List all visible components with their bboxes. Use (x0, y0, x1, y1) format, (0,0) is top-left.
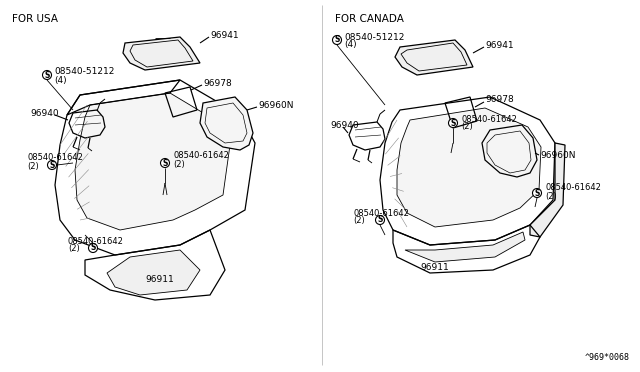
Text: (4): (4) (54, 76, 67, 84)
Text: 96911: 96911 (145, 276, 173, 285)
Text: S: S (378, 215, 383, 224)
Circle shape (449, 119, 458, 128)
Text: 08540-51212: 08540-51212 (54, 67, 115, 77)
Text: 96960N: 96960N (540, 151, 575, 160)
Text: FOR CANADA: FOR CANADA (335, 14, 404, 24)
Polygon shape (123, 37, 200, 70)
Text: (2): (2) (461, 122, 473, 131)
Polygon shape (405, 232, 525, 262)
Circle shape (42, 71, 51, 80)
Text: S: S (90, 244, 96, 253)
Text: 96978: 96978 (485, 96, 514, 105)
Circle shape (376, 215, 385, 224)
Text: 08540-51212: 08540-51212 (344, 32, 404, 42)
Text: (2): (2) (68, 244, 80, 253)
Polygon shape (482, 125, 537, 177)
Polygon shape (107, 250, 200, 295)
Text: S: S (534, 189, 540, 198)
Text: 08540-61642: 08540-61642 (173, 151, 229, 160)
Polygon shape (200, 97, 253, 150)
Text: 96941: 96941 (485, 41, 514, 49)
Text: (2): (2) (353, 217, 365, 225)
Polygon shape (395, 40, 473, 75)
Text: ^969*0068: ^969*0068 (585, 353, 630, 362)
Text: 96940: 96940 (30, 109, 59, 118)
Polygon shape (397, 108, 541, 227)
Text: 96960N: 96960N (258, 100, 294, 109)
Text: 96941: 96941 (210, 31, 239, 39)
Circle shape (333, 35, 342, 45)
Circle shape (532, 189, 541, 198)
Text: (2): (2) (173, 160, 185, 169)
Text: S: S (334, 35, 340, 45)
Text: 08540-61642: 08540-61642 (353, 208, 409, 218)
Circle shape (161, 158, 170, 167)
Text: S: S (163, 158, 168, 167)
Text: 08540-61642: 08540-61642 (545, 183, 601, 192)
Text: 08540-61642: 08540-61642 (68, 237, 124, 246)
Polygon shape (530, 143, 565, 237)
Text: (2): (2) (545, 192, 557, 201)
Text: 08540-61642: 08540-61642 (27, 154, 83, 163)
Text: 08540-61642: 08540-61642 (461, 115, 517, 124)
Text: (4): (4) (344, 41, 356, 49)
Text: 96911: 96911 (420, 263, 449, 272)
Text: S: S (451, 119, 456, 128)
Text: 96940: 96940 (330, 121, 358, 129)
Text: S: S (44, 71, 50, 80)
Polygon shape (75, 93, 230, 230)
Circle shape (47, 160, 56, 170)
Text: 96978: 96978 (203, 78, 232, 87)
Text: FOR USA: FOR USA (12, 14, 58, 24)
Text: (2): (2) (27, 161, 39, 170)
Circle shape (88, 244, 97, 253)
Text: S: S (49, 160, 54, 170)
